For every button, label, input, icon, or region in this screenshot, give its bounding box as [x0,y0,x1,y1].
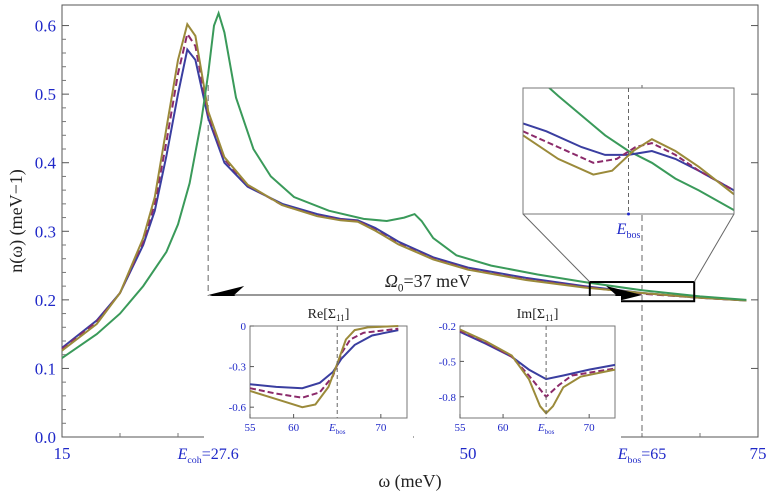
inset-y-tick-label: -0.2 [439,321,456,333]
special-x-tick-label-sub: coh [187,455,201,466]
y-axis-label: n(ω) (meV−1) [6,169,27,272]
inset-title: Im[Σ11] [517,307,559,323]
inset-ebos-main: E [328,422,336,434]
x-tick-label: 15 [54,444,71,463]
inset-x-tick-label: 60 [288,422,300,434]
zoom-series-line-3 [523,134,734,196]
inset-frame [249,325,408,419]
omega-annotation: Ω0=37 meV [385,271,471,295]
zoom-connector-left [522,213,591,283]
inset-y-tick-label: -0.6 [229,402,247,414]
special-x-tick-label-main: E [617,446,628,463]
series-line-0 [61,47,747,349]
special-x-tick-label: Ecoh=27.6 [177,446,239,466]
y-tick-label: 0.3 [35,222,56,241]
series-line-2 [61,21,747,352]
zoom-series-line-2 [523,130,734,192]
zoom-region-box [588,281,696,303]
inset-zoom: Ebos [522,87,735,283]
special-x-tick-label-suffix: =65 [641,446,666,463]
y-tick-label: 0.4 [35,154,57,173]
inset-x-tick-label: 70 [584,422,596,434]
inset-series-line-0 [249,329,399,390]
inset-background [204,296,413,446]
zoom-ebos-dot [627,212,630,216]
inset-y-tick-label: 0 [241,321,247,333]
inset-x-tick-label: 60 [498,422,510,434]
zoom-ebos-label: Ebos [616,221,641,241]
inset-series-line-0 [459,330,616,381]
series-line-3 [61,10,747,359]
special-x-tick-label-suffix: =27.6 [202,446,239,463]
inset-y-tick-label: -0.3 [229,362,247,374]
y-tick-label: 0.2 [35,291,56,310]
inset-y-tick-label: -0.5 [439,356,457,368]
y-tick-label: 0.6 [35,17,56,36]
inset-title-suffix: ] [554,307,559,322]
inset-im-sigma: -0.2 -0.5 -0.8 55 60 70 Ebos Im[Σ11] [414,296,621,446]
special-x-tick-label-main: E [177,446,188,463]
inset-title-sub: 11 [336,313,345,323]
inset-title-main: Im[Σ [517,307,545,322]
inset-x-tick-label: 70 [375,422,387,434]
inset-ebos-sub: bos [545,428,555,436]
inset-title-suffix: ] [345,307,350,322]
y-tick-label: 0.0 [35,428,56,447]
omega-annotation-main: Ω [385,271,398,291]
inset-frame [459,325,616,419]
inset-y-tick-label: -0.8 [439,392,457,404]
zoom-ebos-sub: bos [626,230,640,241]
special-x-tick-label-sub: bos [627,455,641,466]
inset-series-line-2 [249,325,399,409]
inset-re-sigma: 0 -0.3 -0.6 55 60 70 Ebos Re[Σ11] [204,296,413,446]
inset-series-line-2 [459,328,616,415]
inset-title-main: Re[Σ [308,307,336,322]
omega-annotation-suffix: =37 meV [403,271,471,291]
inset-ebos-main: E [537,422,545,434]
x-tick-label: 50 [460,444,477,463]
inset-title: Re[Σ11] [308,307,350,323]
inset-ebos-label: Ebos [537,422,555,436]
x-axis-label: ω (meV) [378,471,441,492]
inset-ebos-sub: bos [336,428,346,436]
x-tick-label: 75 [750,444,767,463]
omega-annotation-sub: 0 [398,283,404,295]
y-tick-label: 0.5 [35,85,56,104]
inset-ebos-label: Ebos [328,422,346,436]
zoom-connector-right [693,213,735,283]
inset-title-sub: 11 [545,313,554,323]
special-x-tick-label: Ebos=65 [617,446,667,466]
zoom-series-line-0 [547,88,734,211]
zoom-ebos-main: E [616,221,627,238]
inset-x-tick-label: 55 [245,422,257,434]
y-tick-label: 0.1 [35,359,56,378]
inset-x-tick-label: 55 [455,422,467,434]
